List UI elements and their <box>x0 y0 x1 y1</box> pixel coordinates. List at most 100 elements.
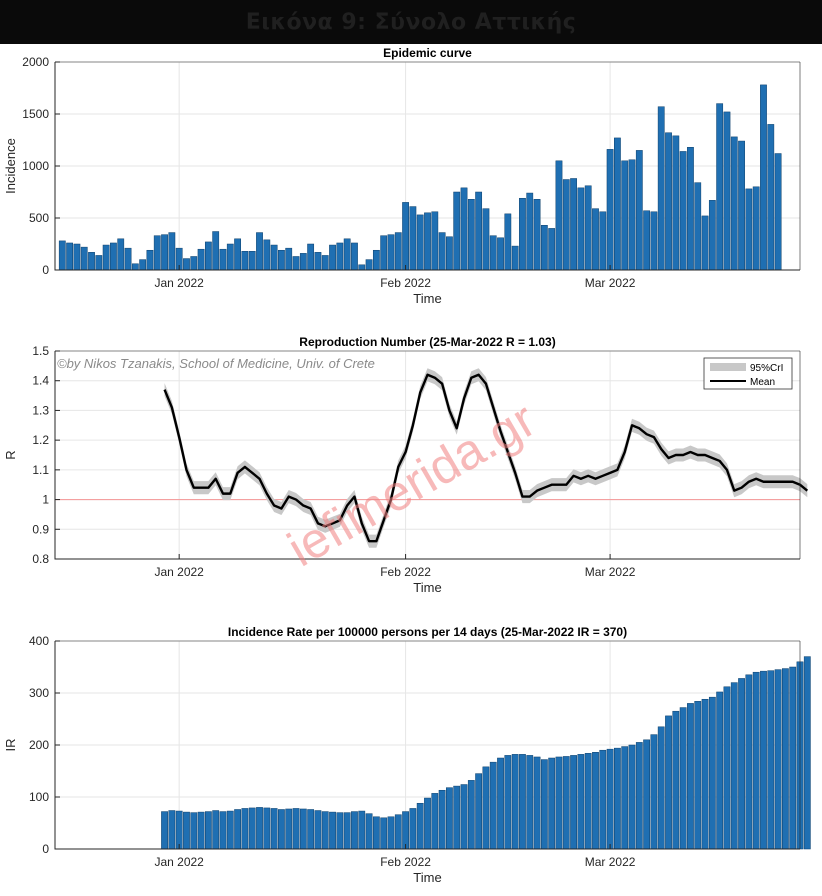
bar <box>643 739 651 850</box>
bar <box>767 124 775 271</box>
bar <box>358 810 366 850</box>
bar <box>299 253 307 271</box>
bar <box>453 191 461 271</box>
bar <box>730 136 738 271</box>
bar <box>562 179 570 271</box>
chart-title: Reproduction Number (25-Mar-2022 R = 1.0… <box>299 335 555 349</box>
bar <box>321 811 329 850</box>
bar <box>73 243 81 271</box>
bar <box>570 178 577 271</box>
y-tick-label: 100 <box>29 790 49 804</box>
bar <box>511 245 519 271</box>
x-tick-label: Jan 2022 <box>154 565 204 579</box>
bar-series <box>161 656 811 850</box>
bar <box>168 810 176 850</box>
bar <box>548 757 556 850</box>
bar <box>672 135 680 271</box>
bar <box>555 160 563 271</box>
bar <box>175 810 183 850</box>
bar <box>234 238 241 271</box>
bar <box>628 744 636 850</box>
bar <box>299 808 307 850</box>
chart-2: ©by Nikos Tzanakis, School of Medicine, … <box>3 335 809 595</box>
bar <box>212 231 220 271</box>
bar <box>117 238 125 271</box>
x-tick-label: Feb 2022 <box>380 565 431 579</box>
bar <box>314 810 322 850</box>
bar <box>197 811 205 850</box>
bar <box>431 211 439 271</box>
x-axis-label: Time <box>413 870 441 885</box>
bar <box>577 754 585 850</box>
y-tick-label: 1.5 <box>32 344 49 358</box>
chart-title: Epidemic curve <box>383 46 472 60</box>
bar <box>424 212 431 271</box>
bar <box>365 813 373 850</box>
y-tick-label: 1500 <box>22 107 49 121</box>
bar <box>416 802 424 850</box>
bar <box>431 793 439 850</box>
bar <box>168 232 176 271</box>
bar <box>577 187 585 271</box>
bar <box>248 251 256 271</box>
bar <box>475 191 483 271</box>
y-tick-label: 1.2 <box>32 433 49 447</box>
bar <box>161 234 168 271</box>
bar <box>292 256 300 271</box>
credible-interval-band <box>164 368 808 548</box>
y-tick-label: 1 <box>42 493 49 507</box>
bar <box>256 232 263 271</box>
bar <box>533 756 541 850</box>
bar <box>679 151 687 271</box>
y-axis-label: R <box>3 450 18 459</box>
bar <box>621 160 629 271</box>
bar <box>526 192 534 271</box>
bar <box>482 766 490 850</box>
bar <box>650 211 658 271</box>
bar <box>643 210 651 271</box>
chart-1: 0 500 1000 1500 2000 Jan 2022 Feb 2022 Mar 2022… <box>3 46 801 306</box>
bar <box>124 247 132 271</box>
chart-3: 0 100 200 300 400 Jan 2022 Feb 2022 Mar 2022 Inc… <box>3 625 811 885</box>
bar <box>592 208 599 271</box>
bar <box>803 656 811 850</box>
bar <box>139 259 147 271</box>
y-tick-label: 0 <box>42 263 49 277</box>
bar <box>708 200 716 271</box>
bar <box>592 752 599 850</box>
y-tick-label: 2000 <box>22 55 49 69</box>
bar <box>263 807 271 850</box>
bar <box>519 754 526 850</box>
bar <box>716 691 724 850</box>
bar <box>226 243 234 271</box>
bar <box>365 259 373 271</box>
bar <box>467 199 475 271</box>
bar <box>665 132 672 271</box>
bar <box>789 666 797 850</box>
bar <box>752 186 760 271</box>
bar <box>694 701 702 850</box>
bar <box>708 696 716 850</box>
x-axis-label: Time <box>413 291 441 306</box>
y-tick-label: 0.9 <box>32 522 49 536</box>
legend-label-mean: Mean <box>750 377 775 388</box>
bar <box>278 809 285 850</box>
x-tick-label: Mar 2022 <box>585 855 636 869</box>
bar <box>723 111 731 271</box>
bar <box>409 206 417 271</box>
bar <box>453 785 461 850</box>
bar <box>694 182 702 271</box>
bar <box>402 811 409 850</box>
bar <box>416 214 424 271</box>
bar <box>80 246 88 271</box>
bar <box>212 810 220 850</box>
bar <box>701 698 709 850</box>
x-tick-label: Jan 2022 <box>154 276 204 290</box>
bar <box>774 153 782 271</box>
bar <box>153 235 161 271</box>
bar <box>343 238 351 271</box>
bar <box>504 213 512 271</box>
bar <box>752 671 760 850</box>
bar <box>241 808 249 850</box>
